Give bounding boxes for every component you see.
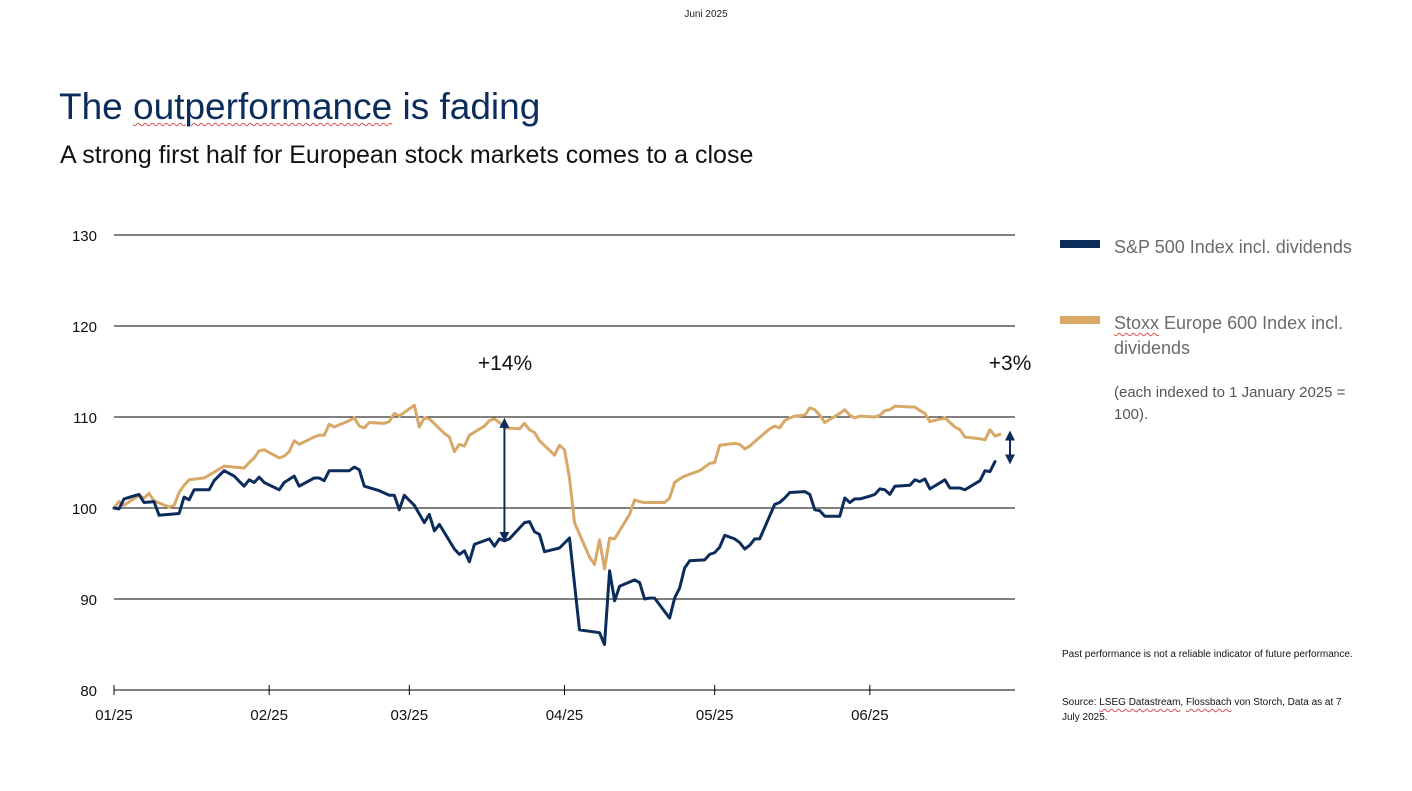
y-tick-label: 120 xyxy=(72,319,97,336)
x-tick-label: 05/25 xyxy=(696,707,734,724)
series-line-sp500 xyxy=(112,460,997,646)
line-chart: 80 90 100 110 120 130 01/25 02/25 03/25 04/25 05/2… xyxy=(72,228,1032,724)
x-tick-label: 06/25 xyxy=(851,707,889,724)
x-tick-label: 03/25 xyxy=(391,707,429,724)
y-tick-label: 80 xyxy=(80,683,97,700)
source-post: von Storch, Data as at 7 July 2025. xyxy=(1062,697,1342,723)
source-spellcheck-word-1: LSEG Datastream xyxy=(1099,697,1181,708)
series-line-stoxx xyxy=(112,403,1002,571)
legend-swatch-stoxx xyxy=(1060,316,1100,324)
title-spellcheck-word: outperformance xyxy=(133,86,393,127)
title-post: is fading xyxy=(392,86,541,127)
page-title: The outperformance is fading xyxy=(59,86,540,128)
disclaimer: Past performance is not a reliable indic… xyxy=(1062,649,1353,660)
page-subtitle: A strong first half for European stock m… xyxy=(60,141,754,169)
y-tick-label: 90 xyxy=(80,592,97,609)
source-mid: , xyxy=(1180,697,1186,708)
source-spellcheck-word-2: Flossbach xyxy=(1185,697,1232,708)
source-pre: Source: xyxy=(1062,697,1100,708)
legend-note: (each indexed to 1 January 2025 = 100). xyxy=(1114,384,1346,423)
x-tick-label: 02/25 xyxy=(250,707,288,724)
spread-label: +14% xyxy=(478,352,532,375)
title-pre: The xyxy=(59,86,134,127)
date-label: Juni 2025 xyxy=(684,9,728,20)
legend-spellcheck-word: Stoxx xyxy=(1114,313,1160,333)
legend-label-stoxx-rest: Europe 600 Index incl. dividends xyxy=(1114,313,1344,358)
spread-label: +3% xyxy=(989,352,1032,375)
source-note: Source: LSEG Datastream, Flossbach von S… xyxy=(1062,695,1362,725)
y-tick-label: 100 xyxy=(72,501,97,518)
legend-swatch-sp500 xyxy=(1060,240,1100,248)
x-tick-label: 04/25 xyxy=(546,707,584,724)
y-tick-label: 110 xyxy=(73,410,97,427)
legend-label-stoxx: Stoxx Europe 600 Index incl. dividends xyxy=(1114,311,1364,361)
x-tick-label: 01/25 xyxy=(95,707,133,724)
legend-label-sp500: S&P 500 Index incl. dividends xyxy=(1114,237,1352,257)
y-tick-label: 130 xyxy=(72,228,97,245)
